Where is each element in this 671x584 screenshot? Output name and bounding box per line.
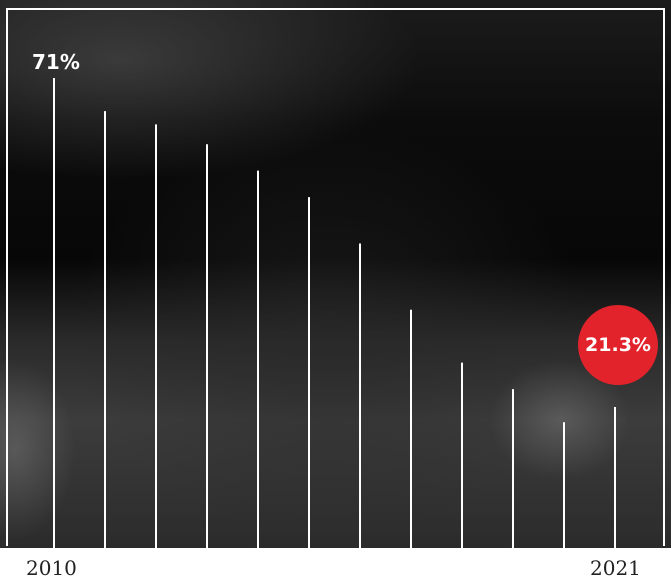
x-axis-start-label: 2010	[26, 556, 77, 580]
last-value-bubble: 21.3%	[578, 305, 658, 385]
x-axis-end-label: 2021	[590, 556, 641, 580]
last-value-label: 21.3%	[585, 334, 651, 356]
chart-frame	[6, 8, 665, 546]
background-photo: 71% 21.3%	[0, 0, 671, 548]
bar-chart	[0, 0, 671, 548]
first-value-label: 71%	[32, 50, 80, 74]
